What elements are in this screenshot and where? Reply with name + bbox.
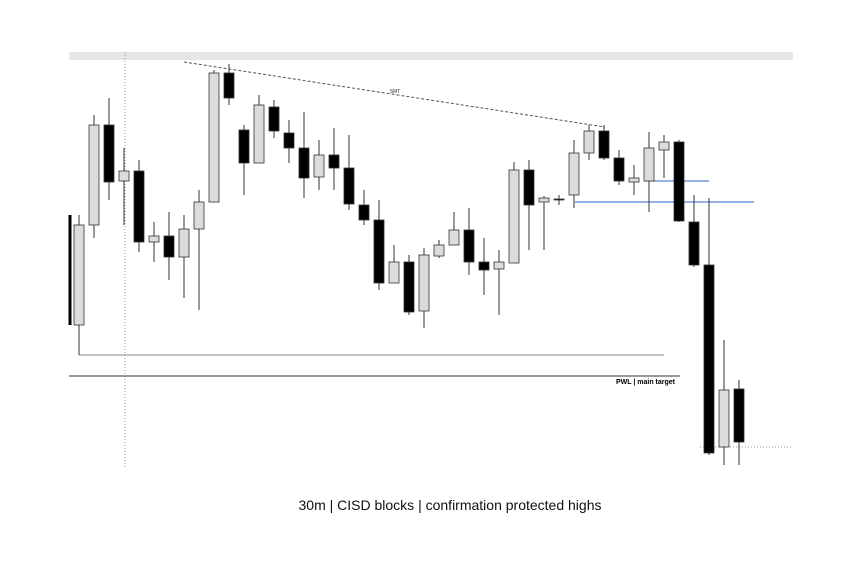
candle-body (568, 152, 580, 196)
candle-body (433, 244, 445, 257)
candle-body (313, 154, 325, 178)
candle-body (373, 219, 385, 284)
candle-body (493, 261, 505, 270)
candle-body (583, 130, 595, 154)
candle-body (328, 154, 340, 169)
candle-body (403, 261, 415, 313)
candle-body (508, 169, 520, 264)
candle-body (613, 157, 625, 182)
candle-body (463, 229, 475, 263)
candle-body (343, 167, 355, 205)
candle-body (643, 147, 655, 182)
caption: 30m | CISD blocks | confirmation protect… (299, 497, 602, 513)
candle-body (718, 389, 730, 448)
candle-body (418, 254, 430, 312)
smt-line (183, 61, 606, 128)
candle-body (658, 141, 670, 151)
candle-body (238, 129, 250, 164)
candle-body (298, 147, 310, 179)
candle-body (163, 235, 175, 258)
pwl-label: PWL | main target (616, 379, 676, 386)
candle-body (478, 261, 490, 271)
candle-body (523, 169, 535, 206)
candle-body (148, 235, 160, 243)
candle-body (178, 228, 190, 258)
candle-body (118, 170, 130, 182)
candle-body (268, 106, 280, 132)
candle-body (628, 177, 640, 183)
candle-body (208, 72, 220, 203)
candle-body (103, 124, 115, 183)
candle-body (688, 221, 700, 266)
candle-body (193, 201, 205, 230)
candle-body (88, 124, 100, 226)
candle-body (358, 204, 370, 221)
candle-body (73, 224, 85, 326)
candle-body (538, 197, 550, 203)
candle-body (223, 72, 235, 99)
candle-body (703, 264, 715, 454)
top-band (69, 52, 793, 60)
candle-body (133, 170, 145, 243)
candle-body (283, 132, 295, 149)
range-marker (68, 215, 72, 325)
candle-body (553, 198, 565, 201)
candle-body (598, 130, 610, 159)
smt-label: SMT (390, 89, 401, 95)
candles (73, 64, 745, 465)
candle-body (673, 141, 685, 222)
candle-body (388, 261, 400, 284)
candle-body (448, 229, 460, 246)
candle-body (253, 104, 265, 164)
candle-body (733, 388, 745, 443)
